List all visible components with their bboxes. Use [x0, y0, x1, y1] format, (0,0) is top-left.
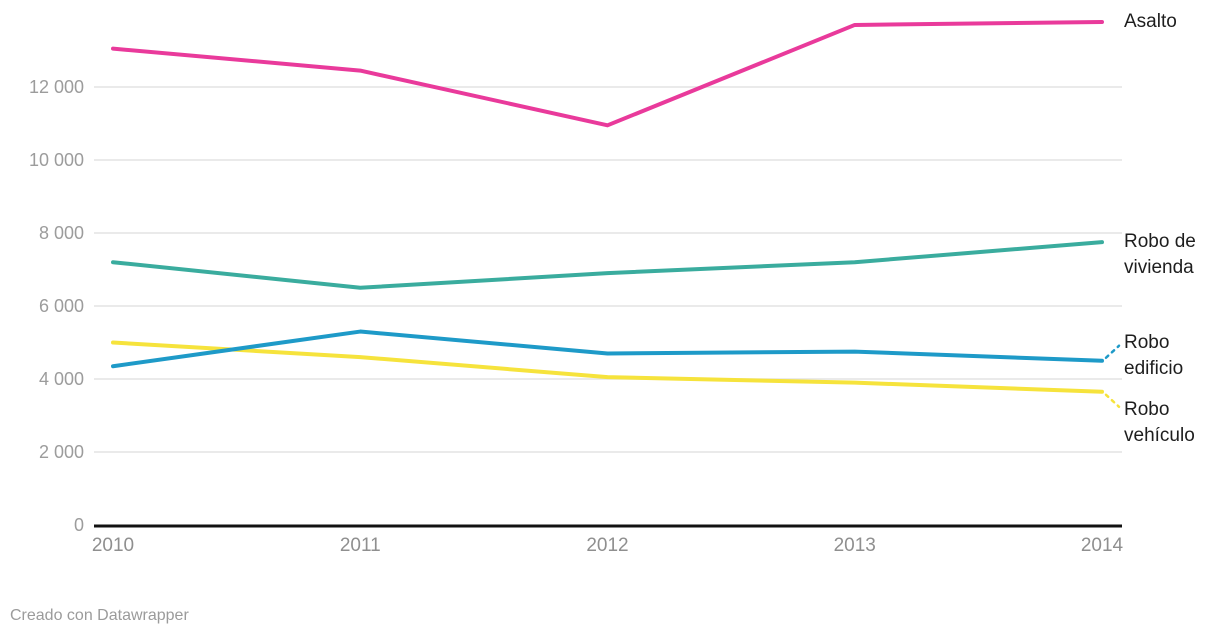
series-label-asalto: Asalto — [1124, 9, 1218, 35]
x-tick-label-2010: 2010 — [91, 535, 135, 556]
y-tick-label-4000: 4 000 — [38, 369, 84, 389]
y-tick-label-2000: 2 000 — [38, 442, 84, 462]
series-label-robo-vehículo: Robo vehículo — [1124, 397, 1218, 449]
series-label-robo-edificio: Robo edificio — [1124, 330, 1218, 382]
series-label-line: edificio — [1124, 357, 1184, 379]
y-tick-label-12000: 12 000 — [28, 77, 84, 97]
y-tick-label-10000: 10 000 — [28, 150, 84, 170]
datawrapper-credit-link[interactable]: Creado con Datawrapper — [10, 607, 189, 624]
series-line-robo-edificio[interactable] — [111, 329, 1104, 369]
x-tick-label-2014: 2014 — [1080, 535, 1124, 556]
y-tick-label-8000: 8 000 — [38, 223, 84, 243]
x-tick-label-2011: 2011 — [339, 535, 381, 556]
series-label-line: vehículo — [1124, 424, 1195, 446]
series-label-robo-de-vivienda: Robo de vivienda — [1124, 229, 1218, 281]
series-line-asalto[interactable] — [111, 20, 1104, 128]
x-tick-label-2012: 2012 — [586, 535, 629, 556]
series-line-robo-vehículo[interactable] — [111, 340, 1104, 394]
series-label-line: Asalto — [1124, 11, 1177, 33]
series-label-line: Robo — [1124, 398, 1170, 420]
label-connector-robo-vehículo — [1104, 393, 1121, 409]
series-line-robo-de-vivienda[interactable] — [111, 240, 1104, 290]
label-connector-robo-edificio — [1104, 344, 1121, 359]
series-label-line: vivienda — [1124, 257, 1194, 279]
x-tick-label-2013: 2013 — [833, 535, 876, 556]
series-label-line: Robo — [1124, 331, 1170, 353]
y-tick-label-6000: 6 000 — [38, 296, 84, 316]
credit-line: Creado con Datawrapper — [10, 605, 189, 627]
series-label-line: Robo de — [1124, 231, 1196, 253]
y-tick-label-0: 0 — [73, 515, 84, 535]
